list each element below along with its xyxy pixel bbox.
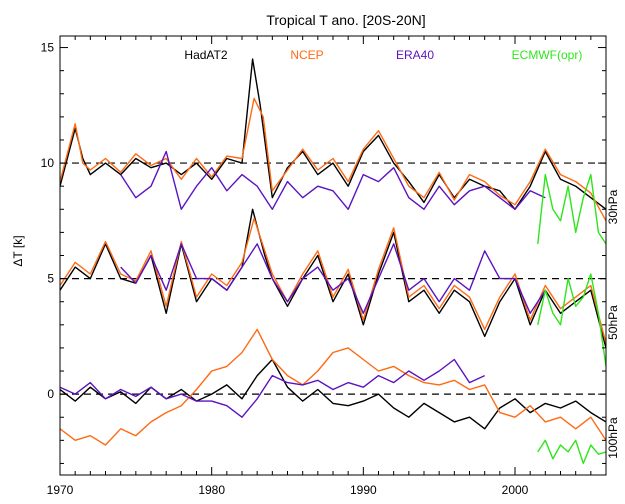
series-line-ecmwfopr-50hpa: [537, 273, 606, 367]
series-group: [60, 58, 606, 465]
level-label-50hpa: 50hPa: [606, 305, 620, 340]
legend-entry-hadat2: HadAT2: [184, 48, 227, 62]
series-line-ecmwfopr-30hpa: [537, 173, 606, 245]
y-tick-label: 10: [41, 156, 55, 170]
x-tick-label: 1990: [350, 483, 377, 497]
y-tick-label: 5: [47, 272, 54, 286]
y-axis-label: ΔT [k]: [11, 235, 25, 266]
x-tick-label: 1970: [47, 483, 74, 497]
x-tick-label: 1980: [198, 483, 225, 497]
series-line-ncep-30hpa: [60, 97, 606, 222]
x-tick-label: 2000: [502, 483, 529, 497]
series-line-era40-50hpa: [120, 243, 546, 314]
plot-area: 1970 1980 1990 2000 0 5 10 15 30hPa 50hPa 100hPa Ha…: [41, 35, 620, 497]
series-line-ncep-50hpa: [60, 217, 606, 344]
series-line-ecmwfopr-100hpa: [537, 439, 606, 465]
level-label-30hpa: 30hPa: [606, 189, 620, 224]
axis-frame: [59, 35, 607, 476]
legend-entry-ncep: NCEP: [290, 48, 323, 62]
legend-entry-ecmwfopr: ECMWF(opr): [512, 48, 583, 62]
series-line-era40-30hpa: [120, 150, 546, 211]
series-line-hadat2-30hpa: [60, 58, 606, 211]
series-line-era40-100hpa: [60, 358, 485, 418]
series-line-hadat2-100hpa: [60, 358, 606, 430]
level-label-100hpa: 100hPa: [606, 417, 620, 459]
series-line-hadat2-50hpa: [60, 208, 606, 349]
y-tick-label: 15: [41, 41, 55, 55]
chart-title: Tropical T ano. [20S-20N]: [266, 12, 425, 28]
legend-entry-era40: ERA40: [396, 48, 434, 62]
y-tick-label: 0: [47, 387, 54, 401]
series-line-ncep-100hpa: [60, 328, 606, 446]
